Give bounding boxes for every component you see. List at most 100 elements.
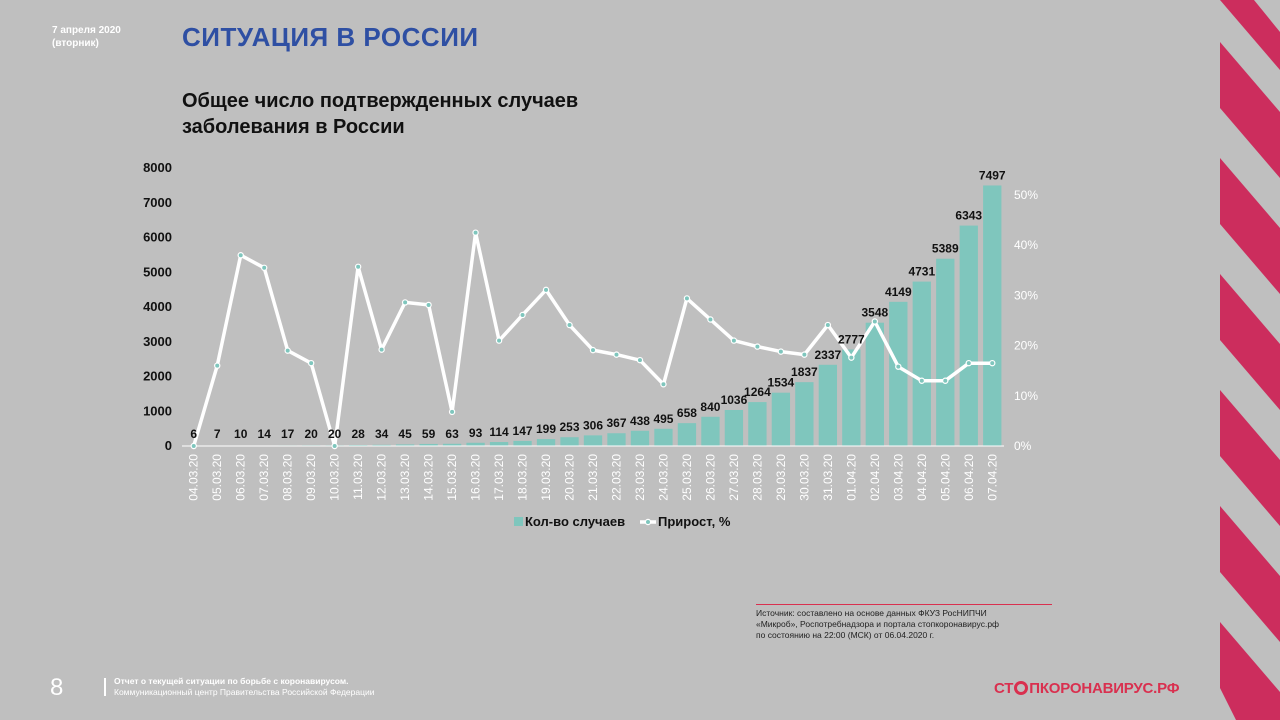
bar-value-label: 5389 bbox=[932, 242, 959, 256]
growth-point bbox=[261, 264, 268, 271]
growth-point bbox=[683, 295, 691, 302]
bar-value-label: 6343 bbox=[955, 209, 982, 223]
bar bbox=[889, 301, 908, 446]
growth-point bbox=[425, 301, 432, 309]
growth-point bbox=[519, 311, 526, 319]
bar-value-label: 6 bbox=[190, 427, 197, 441]
bar-value-label: 2777 bbox=[838, 332, 865, 346]
y-right-tick-label: 10% bbox=[1014, 389, 1038, 403]
x-tick-label: 14.03.20 bbox=[422, 454, 436, 501]
x-tick-label: 25.03.20 bbox=[680, 454, 694, 501]
bar bbox=[419, 443, 438, 446]
x-tick-label: 27.03.20 bbox=[727, 454, 741, 501]
page-number: 8 bbox=[50, 674, 64, 701]
x-tick-label: 30.03.20 bbox=[797, 454, 811, 501]
growth-point bbox=[237, 252, 244, 259]
y-left-tick-label: 8000 bbox=[143, 160, 172, 175]
x-tick-label: 28.03.20 bbox=[750, 454, 764, 501]
growth-point bbox=[848, 354, 855, 361]
bar-value-label: 7497 bbox=[979, 168, 1006, 182]
chart-title-line1: Общее число подтвержденных случаев bbox=[182, 90, 579, 112]
y-left-tick-label: 1000 bbox=[143, 403, 172, 418]
x-tick-label: 05.04.20 bbox=[938, 454, 952, 501]
bar-value-label: 10 bbox=[234, 427, 248, 441]
x-tick-label: 23.03.20 bbox=[633, 454, 647, 501]
bar-value-label: 199 bbox=[536, 422, 556, 436]
bar-value-label: 14 bbox=[258, 427, 272, 441]
growth-point bbox=[660, 381, 667, 388]
y-right-tick-label: 40% bbox=[1014, 238, 1038, 252]
decorative-stripes bbox=[1220, 0, 1280, 720]
y-left-tick-label: 0 bbox=[165, 438, 172, 453]
bar-value-label: 114 bbox=[489, 425, 509, 439]
growth-point bbox=[613, 351, 620, 358]
bar-value-label: 63 bbox=[445, 427, 459, 441]
bar-value-label: 20 bbox=[328, 427, 342, 441]
bar bbox=[912, 281, 931, 446]
source-line1: Источник: составлено на основе данных ФК… bbox=[756, 608, 987, 618]
bar bbox=[630, 430, 650, 446]
growth-point bbox=[190, 442, 197, 450]
bar-value-label: 7 bbox=[214, 427, 221, 441]
bar bbox=[607, 433, 626, 446]
bar bbox=[795, 382, 814, 446]
growth-point bbox=[918, 377, 926, 384]
bar-value-label: 1036 bbox=[721, 393, 748, 407]
bar-value-label: 253 bbox=[559, 420, 579, 434]
y-left-tick-label: 4000 bbox=[143, 299, 172, 314]
growth-point bbox=[472, 229, 479, 236]
y-right-tick-label: 20% bbox=[1014, 339, 1038, 353]
bar-value-label: 1534 bbox=[768, 376, 795, 390]
growth-point bbox=[542, 286, 550, 294]
bar-value-label: 658 bbox=[677, 406, 697, 420]
bar bbox=[936, 258, 955, 446]
x-tick-label: 17.03.20 bbox=[492, 454, 506, 501]
y-left-tick-label: 7000 bbox=[143, 195, 172, 210]
x-tick-label: 07.04.20 bbox=[985, 454, 999, 501]
bar-value-label: 495 bbox=[653, 412, 673, 426]
bar bbox=[536, 439, 556, 446]
chart-title-line2: заболевания в России bbox=[182, 116, 405, 138]
bar bbox=[959, 225, 978, 446]
bar-value-label: 1264 bbox=[744, 385, 771, 399]
growth-point bbox=[284, 347, 291, 354]
bar-value-label: 17 bbox=[281, 427, 295, 441]
bar bbox=[865, 322, 884, 446]
growth-point bbox=[495, 337, 503, 344]
date-text: 7 апреля 2020 bbox=[52, 25, 121, 36]
x-tick-label: 12.03.20 bbox=[375, 454, 389, 501]
y-right-tick-label: 50% bbox=[1014, 188, 1038, 202]
y-right-tick-label: 0% bbox=[1014, 439, 1032, 453]
bar-value-label: 45 bbox=[398, 427, 412, 441]
x-tick-label: 04.04.20 bbox=[915, 454, 929, 501]
growth-point bbox=[214, 362, 221, 369]
growth-point bbox=[636, 356, 644, 364]
footer-line1: Отчет о текущей ситуации по борьбе с кор… bbox=[114, 676, 349, 686]
growth-point bbox=[707, 316, 714, 323]
growth-point bbox=[965, 359, 972, 367]
x-tick-label: 09.03.20 bbox=[304, 454, 318, 501]
x-tick-label: 15.03.20 bbox=[445, 454, 459, 501]
growth-point bbox=[895, 363, 902, 370]
right-axis: 0% 10% 20% 30% 40% 50% bbox=[1014, 188, 1038, 453]
bar-value-label: 4149 bbox=[885, 285, 912, 299]
weekday-text: (вторник) bbox=[52, 38, 99, 49]
x-tick-label: 06.03.20 bbox=[234, 454, 248, 501]
y-left-tick-label: 3000 bbox=[143, 334, 172, 349]
y-left-tick-label: 5000 bbox=[143, 264, 172, 279]
growth-point bbox=[777, 348, 785, 355]
left-axis: 0 1000 2000 3000 4000 5000 6000 7000 8000 bbox=[143, 160, 172, 453]
bar bbox=[583, 435, 603, 446]
x-tick-label: 21.03.20 bbox=[586, 454, 600, 501]
source-line3: по состоянию на 22:00 (МСК) от 06.04.202… bbox=[756, 630, 935, 640]
bar-value-label: 840 bbox=[700, 400, 720, 414]
bars-series bbox=[182, 185, 1004, 447]
bar-value-label: 4731 bbox=[908, 265, 935, 279]
bar-value-label: 367 bbox=[606, 416, 626, 430]
brand-text-post: ПКОРОНАВИРУС.РФ bbox=[1029, 680, 1180, 697]
growth-point bbox=[401, 299, 409, 306]
growth-point bbox=[801, 351, 808, 358]
bar bbox=[983, 185, 1002, 446]
x-tick-label: 20.03.20 bbox=[563, 454, 577, 501]
x-tick-label: 03.04.20 bbox=[891, 454, 905, 501]
